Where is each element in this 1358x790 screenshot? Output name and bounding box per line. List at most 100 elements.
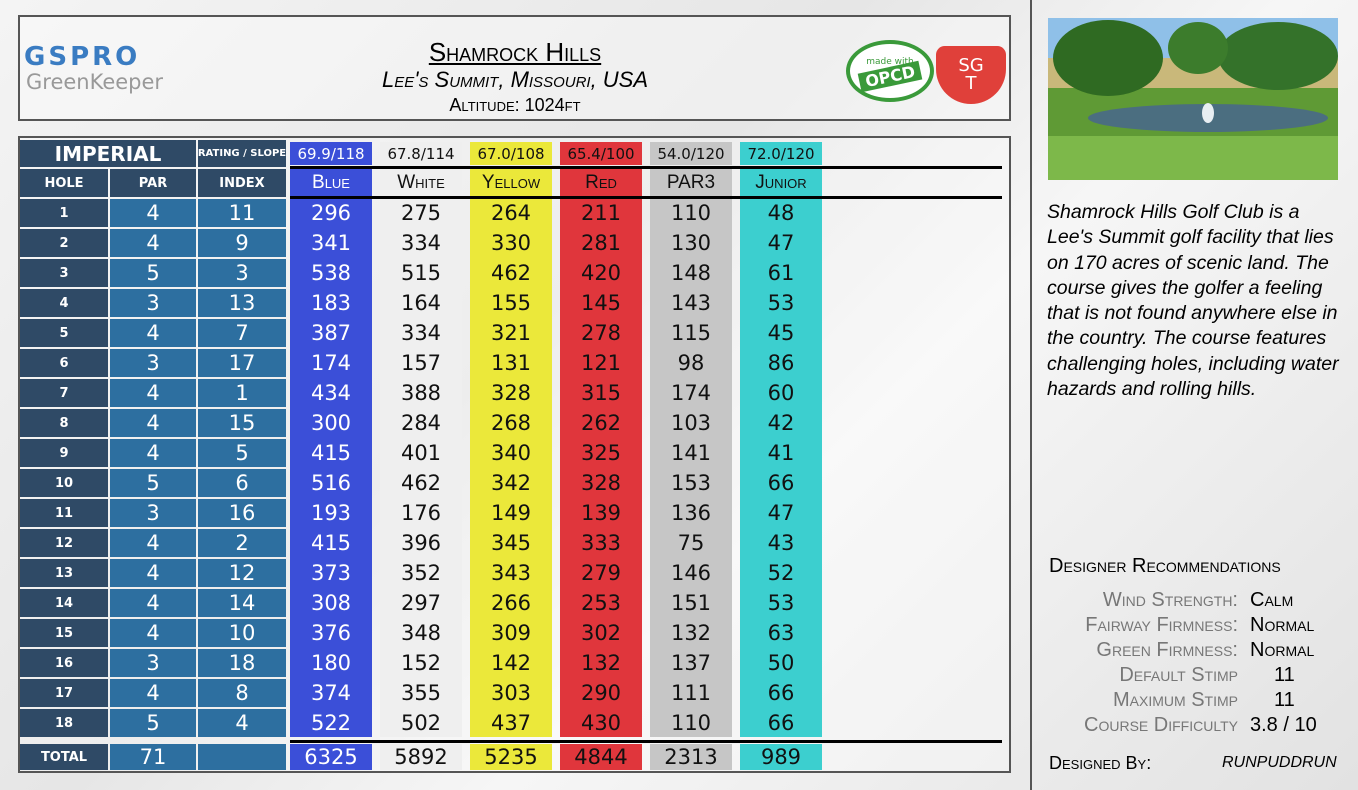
rec-label: Fairway Firmness: — [1085, 614, 1238, 636]
hole-number: 18 — [20, 709, 108, 737]
rec-title: Designer Recommendations — [1049, 555, 1281, 577]
hole-number: 13 — [20, 559, 108, 587]
tee-yardage: 66 — [767, 681, 795, 705]
hole-par: 4 — [110, 529, 196, 557]
column-header: INDEX — [198, 169, 286, 197]
tee-rating: 65.4/100 — [560, 142, 642, 165]
tee-yardage: 388 — [400, 381, 442, 405]
hole-number: 11 — [20, 499, 108, 527]
tee-yardage: 149 — [490, 501, 532, 525]
tee-name: Junior — [755, 172, 807, 193]
tee-total: 4844 — [560, 744, 642, 770]
tee-total: 5235 — [470, 744, 552, 770]
tee-yardage: 141 — [670, 441, 712, 465]
tee-column — [560, 169, 642, 737]
tee-yardage: 334 — [400, 231, 442, 255]
tee-total: 2313 — [650, 744, 732, 770]
tee-yardage: 153 — [670, 471, 712, 495]
rec-label: Green Firmness: — [1096, 639, 1238, 661]
tee-yardage: 462 — [490, 261, 532, 285]
hole-number: 4 — [20, 289, 108, 317]
tee-yardage: 502 — [400, 711, 442, 735]
tee-yardage: 300 — [310, 411, 352, 435]
tee-yardage: 174 — [310, 351, 352, 375]
tee-yardage: 63 — [767, 621, 795, 645]
tee-yardage: 515 — [400, 261, 442, 285]
tee-yardage: 61 — [767, 261, 795, 285]
tee-yardage: 52 — [767, 561, 795, 585]
tee-yardage: 131 — [490, 351, 532, 375]
rec-value: Calm — [1250, 589, 1294, 611]
hole-number: 14 — [20, 589, 108, 617]
tee-yardage: 334 — [400, 321, 442, 345]
tee-yardage: 42 — [767, 411, 795, 435]
rating-label: RATING / SLOPE — [198, 140, 286, 167]
tee-yardage: 130 — [670, 231, 712, 255]
tee-yardage: 211 — [580, 201, 622, 225]
location: Lee's Summit, Missouri, USA — [381, 67, 649, 92]
tee-yardage: 303 — [490, 681, 532, 705]
tee-yardage: 174 — [670, 381, 712, 405]
hole-index: 8 — [198, 679, 286, 707]
hole-par: 5 — [110, 709, 196, 737]
tee-yardage: 345 — [490, 531, 532, 555]
tee-yardage: 352 — [400, 561, 442, 585]
hole-index: 1 — [198, 379, 286, 407]
tee-column — [290, 169, 372, 737]
tee-yardage: 253 — [580, 591, 622, 615]
tee-yardage: 328 — [580, 471, 622, 495]
opcd-badge: made with OPCD — [846, 40, 934, 102]
hole-par: 5 — [110, 259, 196, 287]
hole-number: 6 — [20, 349, 108, 377]
tee-yardage: 387 — [310, 321, 352, 345]
tee-yardage: 60 — [767, 381, 795, 405]
hole-par: 4 — [110, 559, 196, 587]
tee-yardage: 164 — [400, 291, 442, 315]
tee-yardage: 268 — [490, 411, 532, 435]
tee-yardage: 151 — [670, 591, 712, 615]
hole-index: 14 — [198, 589, 286, 617]
tee-column — [650, 169, 732, 737]
tee-yardage: 342 — [490, 471, 532, 495]
tee-yardage: 281 — [580, 231, 622, 255]
tee-yardage: 462 — [400, 471, 442, 495]
tee-yardage: 45 — [767, 321, 795, 345]
hole-index: 11 — [198, 199, 286, 227]
unit-label: IMPERIAL — [20, 140, 196, 167]
altitude: Altitude: 1024ft — [449, 95, 581, 115]
hole-index: 17 — [198, 349, 286, 377]
tee-yardage: 401 — [400, 441, 442, 465]
tee-yardage: 341 — [310, 231, 352, 255]
hole-number: 9 — [20, 439, 108, 467]
tee-yardage: 284 — [400, 411, 442, 435]
tee-yardage: 157 — [400, 351, 442, 375]
rec-label: Maximum Stimp — [1113, 689, 1238, 711]
rec-label: Course Difficulty — [1084, 714, 1238, 736]
tee-yardage: 86 — [767, 351, 795, 375]
tee-yardage: 136 — [670, 501, 712, 525]
tee-yardage: 315 — [580, 381, 622, 405]
logo-bottom: GreenKeeper — [26, 70, 164, 94]
logo-top: GSPRO — [24, 42, 141, 72]
tee-column — [380, 169, 462, 737]
header-box — [18, 15, 1011, 121]
hole-index: 7 — [198, 319, 286, 347]
hole-index: 18 — [198, 649, 286, 677]
sgt-bottom: T — [965, 73, 977, 94]
hole-index: 12 — [198, 559, 286, 587]
tee-yardage: 139 — [580, 501, 622, 525]
hole-index: 16 — [198, 499, 286, 527]
tee-yardage: 66 — [767, 471, 795, 495]
hole-par: 4 — [110, 589, 196, 617]
tee-yardage: 374 — [310, 681, 352, 705]
hole-par: 4 — [110, 679, 196, 707]
tee-yardage: 48 — [767, 201, 795, 225]
tee-yardage: 262 — [580, 411, 622, 435]
hole-number: 5 — [20, 319, 108, 347]
total-label: TOTAL — [20, 744, 108, 770]
tee-rating: 72.0/120 — [740, 142, 822, 165]
tee-yardage: 373 — [310, 561, 352, 585]
tee-yardage: 193 — [310, 501, 352, 525]
hole-par: 4 — [110, 319, 196, 347]
tee-yardage: 176 — [400, 501, 442, 525]
